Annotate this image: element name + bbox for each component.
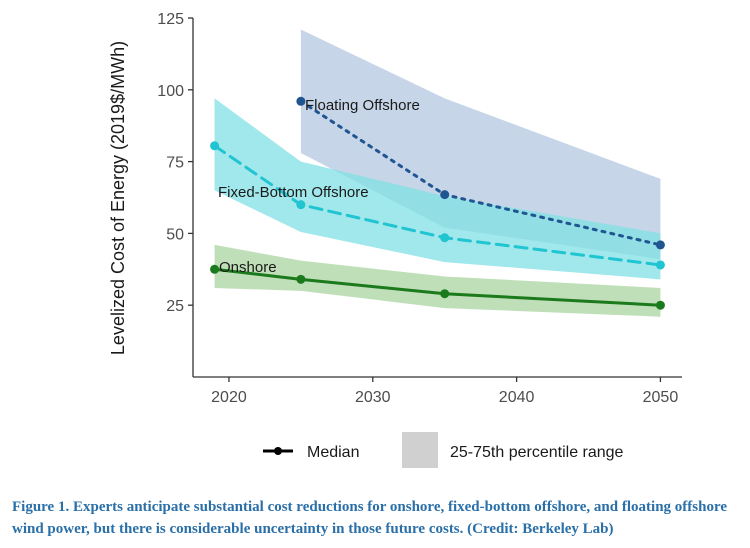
axes: 25 50 75 100 125 2020 2030 2040 2050 (157, 11, 682, 406)
figure-caption: Figure 1. Experts anticipate substantial… (12, 499, 727, 537)
x-tick-label: 2020 (211, 389, 247, 406)
point-floating-offshore-2025 (296, 96, 306, 106)
point-fixed-bottom-offshore-2025 (296, 200, 306, 210)
point-onshore-2050 (655, 300, 665, 310)
percentile-bands (214, 29, 661, 317)
legend-median-label: Median (307, 444, 359, 461)
band-fixed-bottom-offshore (214, 98, 661, 280)
point-onshore-2025 (296, 274, 306, 284)
x-tick-label: 2050 (643, 389, 679, 406)
line-onshore (213, 267, 662, 307)
point-floating-offshore-2035 (440, 190, 450, 200)
point-floating-offshore-2050 (655, 240, 665, 250)
line-fixed-bottom-offshore (213, 144, 662, 267)
y-tick-label: 75 (166, 155, 184, 172)
median-points (210, 96, 665, 310)
series-label-onshore: Onshore (219, 259, 277, 276)
legend-range-swatch (402, 432, 438, 468)
band-floating-offshore (300, 29, 661, 260)
legend-median-marker (274, 447, 282, 455)
y-tick-label: 25 (166, 298, 184, 315)
point-onshore-2019 (210, 264, 220, 274)
series-label-floating-offshore: Floating Offshore (305, 97, 420, 114)
point-fixed-bottom-offshore-2050 (655, 260, 665, 270)
x-tick-label: 2030 (355, 389, 391, 406)
legend-range-label: 25-75th percentile range (450, 444, 624, 461)
point-fixed-bottom-offshore-2019 (210, 141, 220, 151)
x-tick-label: 2040 (499, 389, 535, 406)
point-fixed-bottom-offshore-2035 (440, 233, 450, 243)
point-onshore-2035 (440, 289, 450, 299)
y-tick-label: 50 (166, 226, 184, 243)
y-tick-label: 125 (157, 11, 184, 28)
y-tick-label: 100 (157, 83, 184, 100)
y-axis-label: Levelized Cost of Energy (2019$/MWh) (108, 41, 128, 355)
series-label-fixed-bottom-offshore: Fixed-Bottom Offshore (218, 184, 369, 201)
chart: 25 50 75 100 125 2020 2030 2040 2050 Floating Of… (108, 11, 682, 468)
legend: Median 25-75th percentile range (263, 432, 624, 468)
